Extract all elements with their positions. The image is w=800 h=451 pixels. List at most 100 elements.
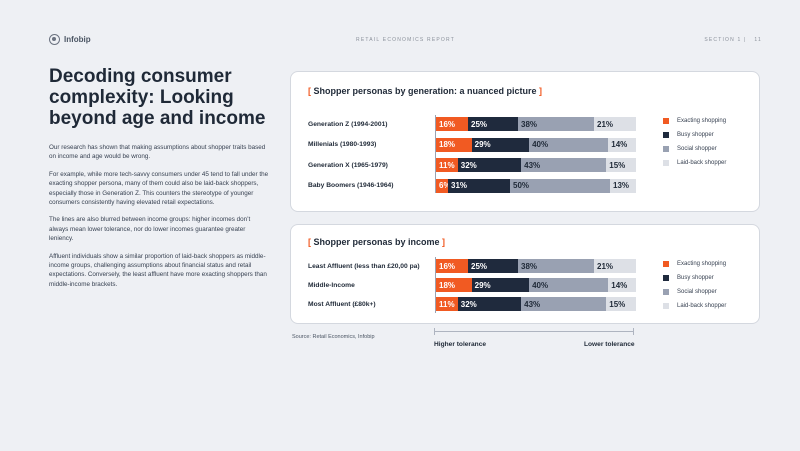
legend-item: Exacting shopping [663,257,726,271]
bracket-close: ] [439,237,446,247]
stacked-bar: 18% 29% 40% 14% [436,137,636,152]
stacked-bar: 16% 25% 38% 21% [436,117,636,131]
bar-segment-social: 43% [521,297,607,311]
tolerance-axis-tick-left [434,328,435,335]
bar-segment-laid-back: 14% [608,137,636,152]
stacked-bar: 6%31%50%13% [436,178,636,193]
report-title: RETAIL ECONOMICS REPORT [356,37,455,43]
bar-segment-busy: 32% [457,297,522,311]
chart-row: Millenials (1980-1993) 18% 29% 40% 14% [308,137,636,152]
bar-segment-busy: 32% [457,158,522,172]
bar-segment-exacting: 11% [436,297,458,311]
bar-segment-social: 40% [529,278,609,292]
stacked-bar: 18% 29% 40% 14% [436,278,636,292]
legend-swatch [663,118,669,124]
chart-row: Baby Boomers (1946-1964) 6%31%50%13% [308,178,636,193]
legend-item: Laid-back shopper [663,156,726,170]
paragraph: Affluent individuals show a similar prop… [49,252,267,288]
legend-label: Laid-back shopper [677,160,727,166]
page-number: 11 [754,37,762,43]
chart-title: [ Shopper personas by generation: a nuan… [308,86,542,96]
section-label: SECTION 1 | [704,37,747,43]
legend-swatch [663,261,669,267]
higher-tolerance-label: Higher tolerance [434,341,487,348]
chart-legend: Exacting shopping Busy shopper Social shop… [663,114,726,170]
tolerance-axis-tick-right [633,328,634,335]
chart-legend: Exacting shopping Busy shopper Social shop… [663,257,726,313]
article-column: Decoding consumer complexity: Looking be… [49,66,269,297]
section-page-indicator: SECTION 1 | 11 [704,37,762,43]
bar-segment-social: 43% [521,158,607,172]
legend-label: Busy shopper [677,132,714,138]
legend-item: Social shopper [663,285,726,299]
chart-title-text: Shopper personas by generation: a nuance… [313,86,537,96]
legend-label: Exacting shopping [677,118,727,124]
chart-row: Generation Z (1994-2001) 16% 25% 38% 21% [308,117,636,131]
bar-segment-social: 40% [529,137,609,152]
legend-swatch [663,146,669,152]
bar-segment-busy: 29% [471,278,530,292]
chart-row: Middle-Income 18% 29% 40% 14% [308,278,636,292]
bar-segment-busy: 29% [471,137,530,152]
bar-segment-busy: 25% [468,117,518,131]
chart-title-text: Shopper personas by income [313,237,440,247]
bar-segment-social: 38% [518,259,594,273]
category-label: Baby Boomers (1946-1964) [308,182,394,189]
legend-swatch [663,160,669,166]
category-label: Generation Z (1994-2001) [308,120,388,128]
bracket-open: [ [308,237,314,247]
bar-segment-busy: 31% [448,178,510,193]
paragraph: Our research has shown that making assum… [49,144,266,161]
brand-logo: Infobip [49,34,91,45]
bar-segment-laid-back: 13% [610,178,636,193]
paragraph: The lines are also blurred between incom… [49,216,251,243]
page-header: Infobip RETAIL ECONOMICS REPORT SECTION … [49,34,762,48]
category-label: Generation X (1965-1979) [308,161,388,169]
legend-item: Social shopper [663,142,726,156]
source-note: Source: Retail Economics, Infobip [292,334,375,340]
legend-label: Busy shopper [677,275,714,281]
page-heading: Decoding consumer complexity: Looking be… [49,66,266,129]
chart-row: Least Affluent (less than £20,00 pa) 16% 2… [308,259,636,273]
legend-swatch [663,275,669,281]
legend-label: Exacting shopping [677,261,727,267]
legend-label: Social shopper [677,289,717,295]
legend-swatch [663,303,669,309]
bar-segment-exacting: 6% [436,178,448,193]
bar-segment-laid-back: 15% [606,158,636,172]
bar-segment-social: 50% [510,178,610,193]
legend-swatch [663,132,669,138]
bar-segment-social: 38% [518,117,594,131]
bar-segment-laid-back: 14% [608,278,636,292]
brand-name: Infobip [64,35,91,44]
category-label: Most Affluent (£80k+) [308,300,376,308]
tolerance-axis-line [434,331,634,332]
bar-segment-exacting: 11% [436,158,458,172]
bar-segment-exacting: 16% [436,259,468,273]
chart-row: Most Affluent (£80k+) 11% 32% 43% 15% [308,297,636,311]
generation-chart-card: [ Shopper personas by generation: a nuan… [290,71,760,212]
category-label: Least Affluent (less than £20,00 pa) [308,262,420,270]
bar-segment-exacting: 16% [436,117,468,131]
income-chart-card: [ Shopper personas by income ] Least Aff… [290,224,760,324]
category-label: Millenials (1980-1993) [308,141,377,148]
bracket-close: ] [536,86,543,96]
bar-baseline [435,115,436,193]
chart-row: Generation X (1965-1979) 11% 32% 43% 15% [308,158,636,172]
bar-segment-laid-back: 21% [594,259,636,273]
category-label: Middle-Income [308,281,355,289]
bar-segment-busy: 25% [468,259,518,273]
bar-segment-laid-back: 15% [606,297,636,311]
lower-tolerance-label: Lower tolerance [584,341,635,348]
chart-title: [ Shopper personas by income ] [308,237,445,247]
bar-segment-exacting: 18% [436,278,472,292]
stacked-bar: 16% 25% 38% 21% [436,259,636,273]
infobip-logo-icon [49,34,60,45]
bar-segment-exacting: 18% [436,137,472,152]
bar-baseline [435,257,436,313]
legend-item: Exacting shopping [663,114,726,128]
legend-label: Social shopper [677,146,717,152]
bracket-open: [ [308,86,314,96]
paragraph: For example, while more tech-savvy consu… [49,170,269,207]
legend-item: Busy shopper [663,128,726,142]
